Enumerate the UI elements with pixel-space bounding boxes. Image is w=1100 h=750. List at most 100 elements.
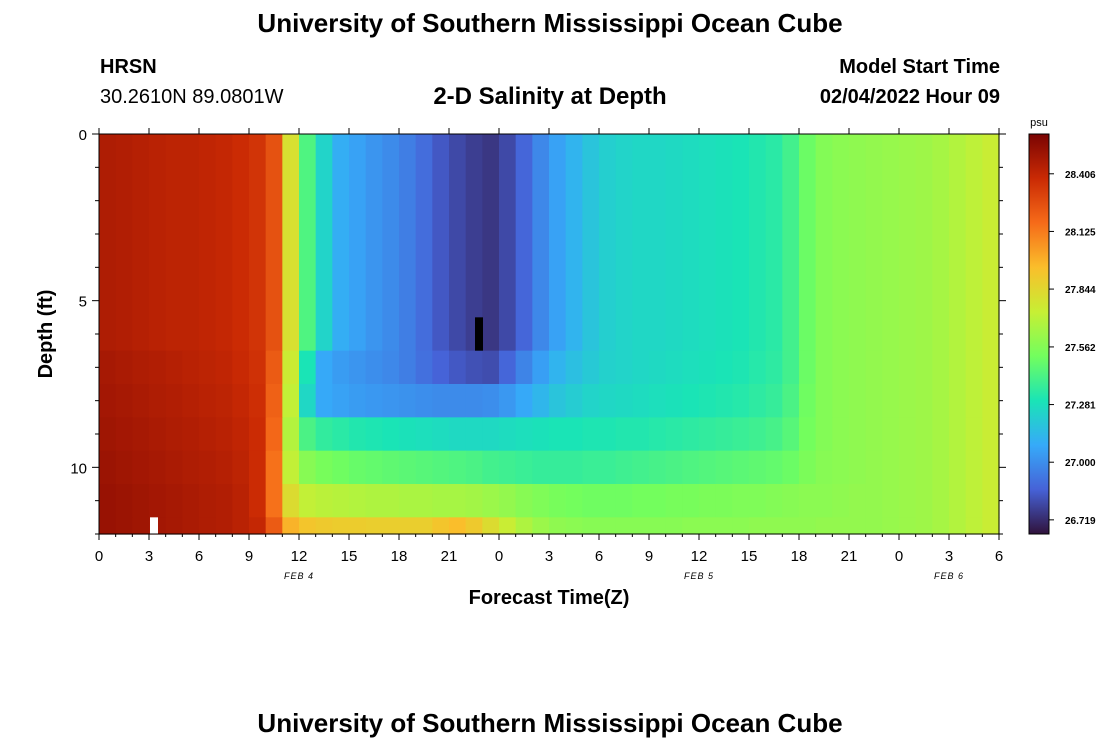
colorbar-tick-label: 27.562 (1065, 343, 1096, 354)
heatmap-cell (399, 350, 417, 385)
heatmap-cell (332, 450, 350, 485)
heatmap-cell (599, 134, 617, 352)
heatmap-cell (632, 350, 650, 385)
heatmap-cell (199, 417, 217, 452)
heatmap-cell (282, 484, 300, 518)
heatmap-cell (799, 350, 817, 385)
heatmap-cell (132, 134, 150, 352)
heatmap-cell (649, 134, 667, 352)
heatmap-cell (299, 450, 317, 485)
heatmap-cell (332, 350, 350, 385)
heatmap-cell (465, 484, 483, 518)
heatmap-cell (932, 384, 950, 418)
x-tick-label: 21 (841, 548, 858, 565)
heatmap-cell (149, 134, 167, 352)
heatmap-cell (449, 134, 467, 352)
heatmap-cell (199, 484, 217, 518)
heatmap-cell (215, 517, 233, 535)
heatmap-cell (232, 134, 250, 352)
heatmap-cell (949, 384, 967, 418)
heatmap-cell (332, 484, 350, 518)
heatmap-cell (565, 417, 583, 452)
heatmap-cell (532, 384, 550, 418)
heatmap-cell (482, 134, 500, 352)
heatmap-cell (265, 450, 283, 485)
heatmap-cell (99, 450, 117, 485)
heatmap-cell (215, 134, 233, 352)
heatmap-cell (715, 417, 733, 452)
heatmap-cell (749, 484, 767, 518)
heatmap-cell (982, 417, 1000, 452)
heatmap-cell (649, 484, 667, 518)
heatmap-cell (532, 134, 550, 352)
heatmap-cell (265, 134, 283, 352)
heatmap-cell (865, 484, 883, 518)
heatmap-cell (499, 517, 517, 535)
heatmap-cell (649, 417, 667, 452)
heatmap-cell (265, 484, 283, 518)
heatmap-cell (349, 450, 367, 485)
heatmap-cell (682, 417, 700, 452)
heatmap-cell (965, 384, 983, 418)
heatmap-cell (982, 450, 1000, 485)
heatmap-cell (265, 384, 283, 418)
heatmap-cell (132, 384, 150, 418)
heatmap-cell (482, 517, 500, 535)
heatmap-cell (799, 134, 817, 352)
heatmap-cell (549, 384, 567, 418)
heatmap-cell (715, 484, 733, 518)
heatmap-cell (465, 134, 483, 352)
heatmap-cell (149, 450, 167, 485)
heatmap-cell (799, 517, 817, 535)
heatmap-cell (532, 517, 550, 535)
heatmap-cell (549, 484, 567, 518)
heatmap-cell (582, 517, 600, 535)
heatmap-cell (132, 350, 150, 385)
heatmap-cell (865, 417, 883, 452)
heatmap-cell (982, 517, 1000, 535)
heatmap-cell (282, 417, 300, 452)
heatmap-cell (399, 417, 417, 452)
heatmap-cell (299, 517, 317, 535)
heatmap-cell (949, 350, 967, 385)
heatmap-cell (815, 134, 833, 352)
heatmap-cell (149, 484, 167, 518)
heatmap-cell (249, 484, 267, 518)
heatmap-cell (965, 450, 983, 485)
heatmap-cell (165, 417, 183, 452)
heatmap-cell (215, 350, 233, 385)
heatmap-cell (882, 134, 900, 352)
heatmap-cell (365, 384, 383, 418)
heatmap-cell (932, 517, 950, 535)
x-tick-label: 12 (291, 548, 308, 565)
heatmap-cell (599, 384, 617, 418)
heatmap-cell (482, 384, 500, 418)
heatmap-cell (299, 417, 317, 452)
heatmap-cell (515, 350, 533, 385)
heatmap-cell (332, 134, 350, 352)
heatmap-cell (632, 384, 650, 418)
footer-title: University of Southern Mississippi Ocean… (257, 708, 843, 738)
heatmap-cell (565, 517, 583, 535)
heatmap-cell (282, 517, 300, 535)
heatmap-cell (832, 350, 850, 385)
colorbar-unit: psu (1030, 117, 1048, 129)
heatmap-cell (599, 484, 617, 518)
heatmap-cell (865, 350, 883, 385)
y-tick-label: 5 (79, 294, 87, 311)
heatmap-cell (649, 450, 667, 485)
heatmap-cell (515, 517, 533, 535)
heatmap-cell (515, 417, 533, 452)
heatmap-cell (99, 417, 117, 452)
heatmap-cell (132, 517, 150, 535)
heatmap-cell (815, 450, 833, 485)
no-data-mark (150, 517, 158, 534)
x-tick-label: 15 (341, 548, 358, 565)
heatmap-cell (465, 350, 483, 385)
heatmap-cell (415, 384, 433, 418)
x-tick-label: 3 (145, 548, 153, 565)
heatmap-cell (965, 134, 983, 352)
heatmap-cell (715, 350, 733, 385)
heatmap-cell (549, 450, 567, 485)
x-tick-label: 0 (495, 548, 503, 565)
